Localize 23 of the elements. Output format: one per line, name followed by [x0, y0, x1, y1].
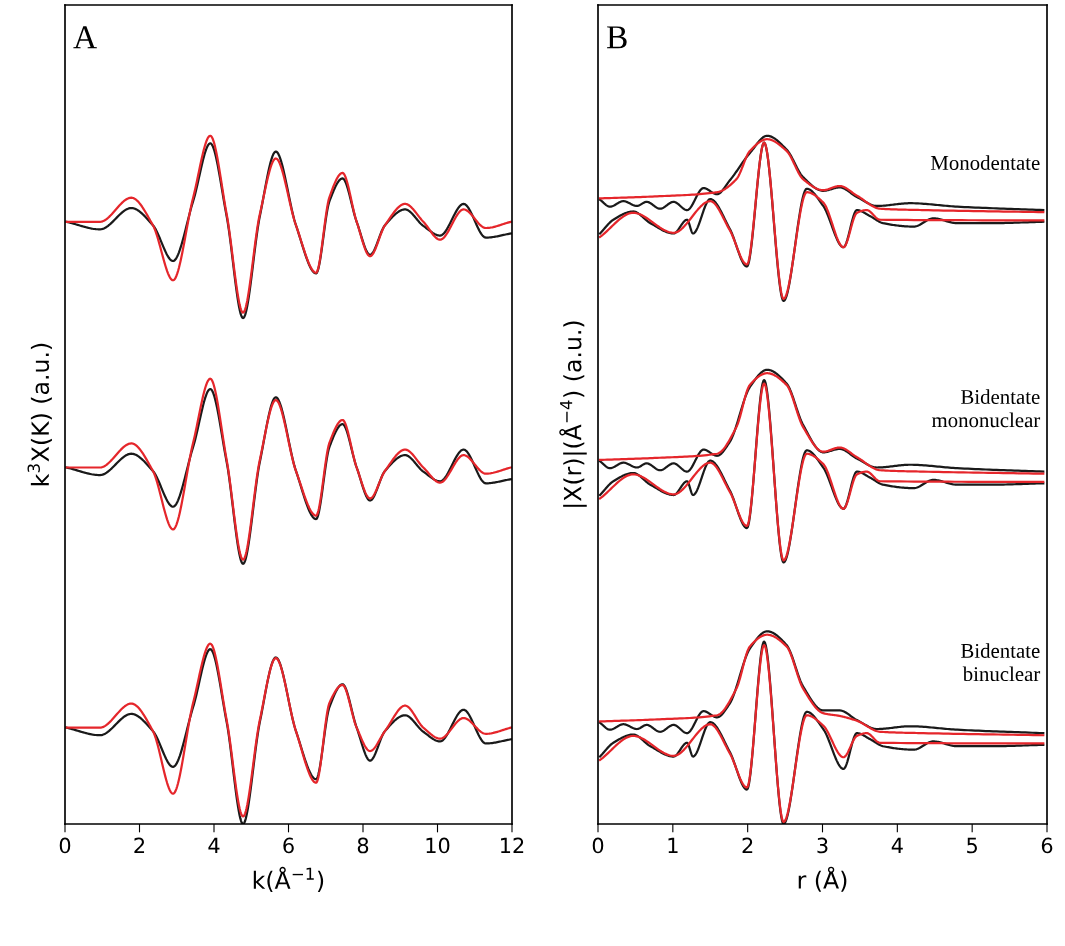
x-tick-label: 8 — [357, 837, 369, 854]
y-axis-title: |X(r)|(Å$^{−4}$) (a.u.) — [559, 321, 587, 507]
text: B — [607, 26, 627, 49]
annotation: Bidentate mononuclear — [931, 389, 1041, 428]
x-tick-label: 0 — [592, 837, 604, 854]
x-tick-label: 6 — [1041, 837, 1053, 854]
x-axis-title: k(Å$^{−1}$) — [253, 866, 324, 892]
x-axis-title: r (Å) — [798, 866, 847, 892]
x-tick-label: 2 — [742, 837, 753, 854]
x-tick-label: 0 — [59, 837, 71, 854]
x-tick-label: 5 — [967, 837, 977, 854]
x-tick-label: 10 — [426, 837, 450, 854]
x-tick-label: 2 — [134, 837, 145, 854]
x-tick-label: 3 — [817, 837, 828, 854]
annotation: Monodentate — [930, 155, 1040, 170]
x-tick-label: 1 — [668, 837, 678, 854]
x-tick-label: 6 — [283, 837, 294, 854]
x-tick-label: 4 — [208, 837, 220, 854]
x-tick-label: 12 — [501, 837, 524, 854]
y-axis-title: k$^{3}$X(K) (a.u.) — [27, 343, 52, 486]
annotation: Bidentate binuclear — [961, 643, 1041, 682]
text: A — [73, 26, 97, 49]
x-tick-label: 4 — [891, 837, 903, 854]
